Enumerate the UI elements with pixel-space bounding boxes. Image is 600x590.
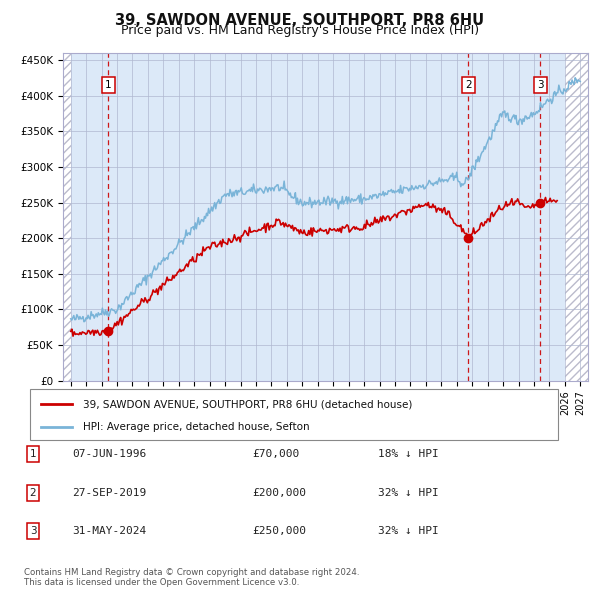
Text: 32% ↓ HPI: 32% ↓ HPI [378,488,439,497]
Text: 07-JUN-1996: 07-JUN-1996 [72,450,146,459]
Text: 3: 3 [29,526,37,536]
Text: 1: 1 [105,80,112,90]
Text: 2: 2 [29,488,37,497]
Text: 39, SAWDON AVENUE, SOUTHPORT, PR8 6HU (detached house): 39, SAWDON AVENUE, SOUTHPORT, PR8 6HU (d… [83,399,412,409]
Text: 3: 3 [537,80,544,90]
Text: 27-SEP-2019: 27-SEP-2019 [72,488,146,497]
FancyBboxPatch shape [30,389,558,440]
Text: Contains HM Land Registry data © Crown copyright and database right 2024.
This d: Contains HM Land Registry data © Crown c… [24,568,359,587]
Text: £70,000: £70,000 [252,450,299,459]
Text: 31-MAY-2024: 31-MAY-2024 [72,526,146,536]
Text: £250,000: £250,000 [252,526,306,536]
Text: HPI: Average price, detached house, Sefton: HPI: Average price, detached house, Seft… [83,422,310,432]
Text: 2: 2 [465,80,472,90]
Text: 32% ↓ HPI: 32% ↓ HPI [378,526,439,536]
Text: 1: 1 [29,450,37,459]
Text: 18% ↓ HPI: 18% ↓ HPI [378,450,439,459]
Text: Price paid vs. HM Land Registry's House Price Index (HPI): Price paid vs. HM Land Registry's House … [121,24,479,37]
Text: £200,000: £200,000 [252,488,306,497]
Text: 39, SAWDON AVENUE, SOUTHPORT, PR8 6HU: 39, SAWDON AVENUE, SOUTHPORT, PR8 6HU [115,13,485,28]
